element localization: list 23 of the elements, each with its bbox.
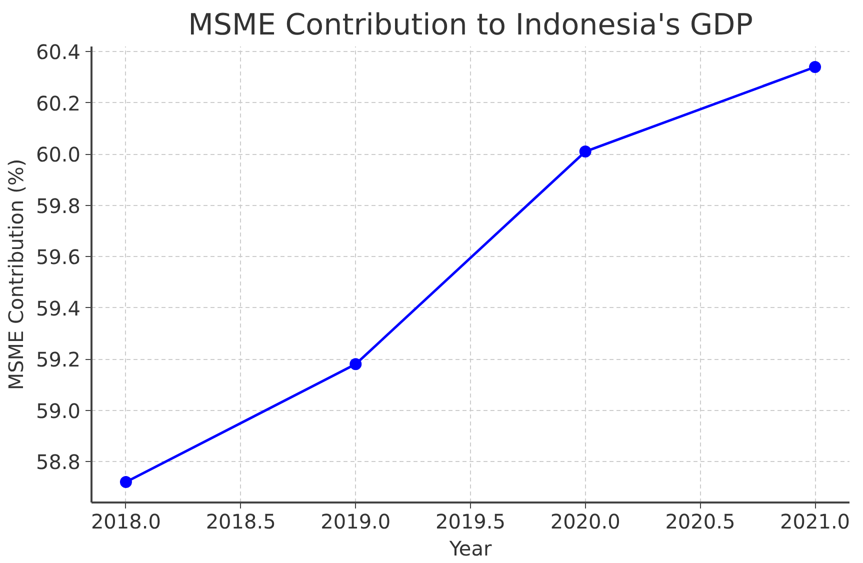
x-tick-label: 2021.0: [780, 510, 850, 534]
y-tick-label: 60.0: [36, 142, 80, 167]
x-tick-label: 2018.5: [206, 510, 276, 534]
x-tick-label: 2020.0: [550, 510, 620, 534]
point: [579, 146, 592, 158]
point: [120, 476, 132, 488]
point: [350, 358, 362, 370]
point: [809, 61, 822, 73]
x-tick-label: 2019.0: [320, 510, 391, 534]
y-tick-label: 59.2: [36, 348, 80, 372]
y-tick-label: 59.6: [36, 245, 80, 270]
x-axis-title: Year: [448, 536, 492, 560]
x-tick-label: 2018.0: [90, 510, 161, 534]
y-tick-label: 58.8: [36, 450, 80, 474]
y-tick-label: 59.4: [36, 296, 80, 320]
y-tick-label: 59.0: [36, 398, 80, 423]
y-axis-title: MSME Contribution (%): [4, 158, 28, 390]
y-tick-label: 59.8: [36, 194, 80, 218]
chart-title: MSME Contribution to Indonesia's GDP: [188, 8, 753, 42]
x-tick-label: 2020.5: [665, 510, 736, 534]
y-tick-label: 60.2: [36, 91, 80, 116]
x-tick-label: 2019.5: [436, 510, 506, 534]
y-tick-label: 60.4: [36, 40, 80, 64]
